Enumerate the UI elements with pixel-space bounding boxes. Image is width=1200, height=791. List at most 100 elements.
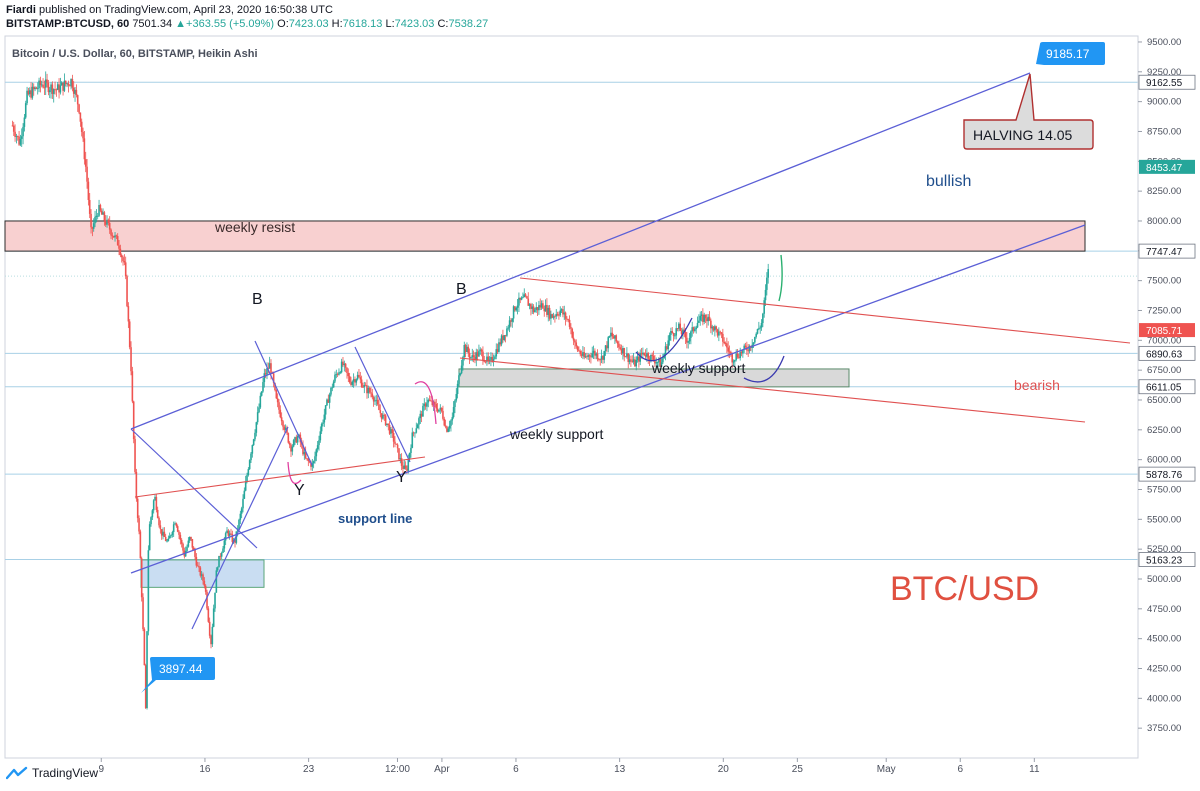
chart-title: Bitcoin / U.S. Dollar, 60, BITSTAMP, Hei… <box>12 48 258 60</box>
candle-body <box>147 550 150 632</box>
candle-body <box>15 136 18 138</box>
candle-body <box>36 88 39 90</box>
time-axis[interactable]: 9 16 23 12:00 Apr 6 13 20 25 May 6 11 <box>5 757 1138 775</box>
candle-body <box>506 328 508 336</box>
candle-body <box>616 341 619 344</box>
candle-body <box>707 316 710 322</box>
price-badge <box>1139 323 1195 338</box>
author-name[interactable]: Fiardi <box>6 4 36 16</box>
candle-body <box>516 305 519 308</box>
candle-body <box>268 363 271 369</box>
candle-body <box>606 345 608 349</box>
candle-body <box>214 592 216 609</box>
candle-body <box>759 327 761 329</box>
wave-y2-label: Y <box>396 469 407 486</box>
candle-body <box>334 374 336 382</box>
candle-body <box>587 355 590 357</box>
candle-body <box>514 306 516 311</box>
high-label: H: <box>331 18 343 30</box>
candle-body <box>170 534 172 537</box>
candle-body <box>51 84 54 94</box>
price-badge-label: 6890.63 <box>1146 349 1183 360</box>
candle-body <box>136 498 139 519</box>
candle-body <box>62 82 64 91</box>
candle-body <box>456 383 459 394</box>
candle-body <box>211 626 214 645</box>
candle-body <box>450 420 452 426</box>
candle-body <box>468 353 471 358</box>
candle-body <box>315 449 318 457</box>
candle-body <box>512 306 515 319</box>
candle-body <box>555 314 558 317</box>
symbol[interactable]: BITSTAMP:BTCUSD, 60 <box>6 18 130 30</box>
candle-body <box>234 539 236 543</box>
candle-body <box>467 346 470 354</box>
candle-body <box>279 409 282 418</box>
candle-body <box>256 412 259 423</box>
price-axis[interactable]: 3750.00 4000.00 4250.00 4500.00 4750.00 5000.… <box>1137 36 1196 758</box>
candle-body <box>27 90 30 95</box>
candle-body <box>498 342 500 352</box>
candle-body <box>139 531 142 559</box>
candle-body <box>540 303 543 308</box>
candle-body <box>626 353 628 357</box>
time-tick-label: 9 <box>98 764 104 775</box>
candle-body <box>166 540 168 542</box>
candle-body <box>482 351 484 361</box>
candle-body <box>324 405 327 415</box>
candle-body <box>524 294 527 297</box>
price-tick-label: 5250.00 <box>1147 544 1181 555</box>
time-tick-label: 25 <box>792 764 804 775</box>
candle-body <box>676 328 679 329</box>
candle-body <box>695 327 698 330</box>
candle-body <box>699 315 702 321</box>
candle-body <box>710 320 712 329</box>
candle-body <box>435 404 438 409</box>
candle-body <box>618 343 620 348</box>
candle-body <box>158 517 160 526</box>
publish-line: Fiardi published on TradingView.com, Apr… <box>6 3 488 17</box>
candle-body <box>678 323 680 329</box>
candle-body <box>539 305 542 308</box>
candle-body <box>127 306 130 322</box>
channel-lower-line <box>130 224 1086 574</box>
candle-body <box>266 368 268 375</box>
candle-body <box>114 235 116 238</box>
candle-body <box>644 354 647 357</box>
candle-body <box>744 345 747 348</box>
candle-body <box>728 351 731 353</box>
candle-body <box>484 361 487 363</box>
candle-body <box>572 337 575 341</box>
candle-body <box>260 391 263 396</box>
time-tick-label: 6 <box>957 764 963 775</box>
tradingview-logo-icon[interactable] <box>6 766 28 780</box>
candle-body <box>458 375 460 384</box>
candle-body <box>186 546 188 551</box>
candle-body <box>720 332 723 334</box>
footer-brand[interactable]: TradingView <box>32 766 99 780</box>
green-curve-arrow <box>778 254 783 302</box>
candle-body <box>396 444 399 449</box>
price-badge <box>1138 243 1196 259</box>
candle-body <box>420 413 423 417</box>
candle-body <box>752 342 755 345</box>
candle-body <box>394 441 396 444</box>
candle-body <box>307 458 310 462</box>
candle-body <box>218 555 220 568</box>
candle-body <box>611 332 614 337</box>
candle-body <box>55 89 58 91</box>
time-tick-label: 12:00 <box>385 764 410 775</box>
candle-body <box>20 136 23 139</box>
candle-body <box>492 359 495 362</box>
candle-body <box>760 323 763 328</box>
candle-body <box>68 85 71 87</box>
candle-body <box>238 519 240 530</box>
candle-body <box>763 300 765 314</box>
candle-body <box>488 359 491 361</box>
candle-body <box>372 397 375 402</box>
price-badge <box>1138 466 1196 482</box>
candle-body <box>290 444 292 452</box>
candle-body <box>39 80 42 86</box>
candle-body <box>714 326 716 331</box>
